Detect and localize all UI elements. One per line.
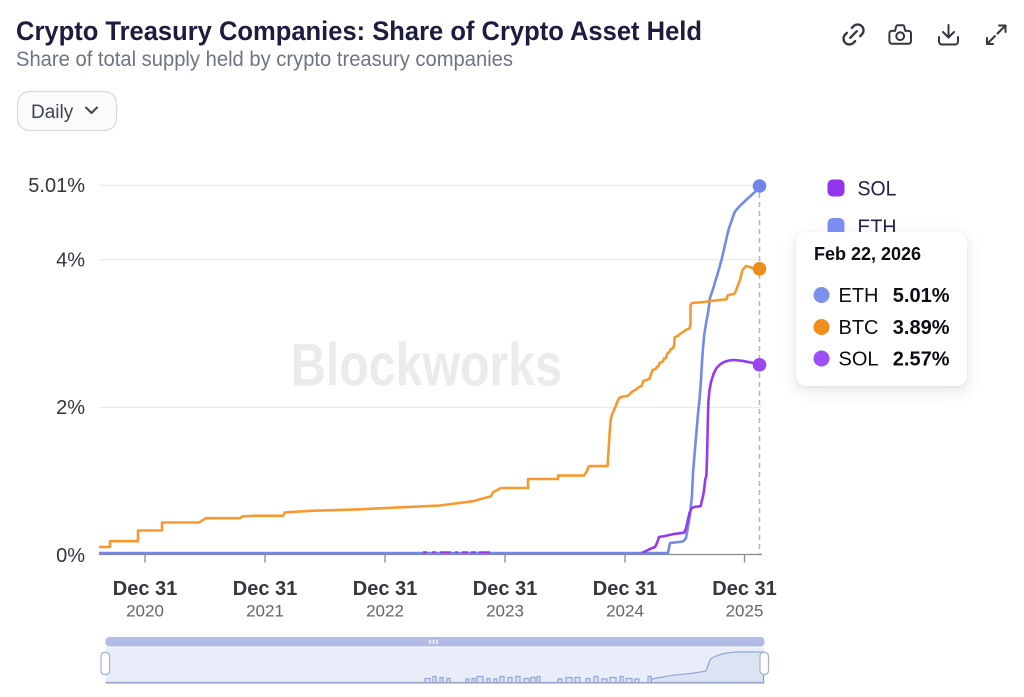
svg-text:Share of total supply held by: Share of total supply held by crypto tre… xyxy=(16,48,513,71)
svg-text:SOL: SOL xyxy=(858,178,897,201)
svg-text:2%: 2% xyxy=(56,397,85,419)
svg-text:2024: 2024 xyxy=(606,602,644,621)
svg-text:Dec 31: Dec 31 xyxy=(353,578,418,600)
svg-text:Daily: Daily xyxy=(31,102,74,123)
svg-text:2020: 2020 xyxy=(126,602,164,621)
svg-text:Crypto Treasury Companies: Sha: Crypto Treasury Companies: Share of Cryp… xyxy=(16,16,702,46)
svg-text:Dec 31: Dec 31 xyxy=(473,578,538,600)
svg-text:2022: 2022 xyxy=(366,602,404,621)
svg-text:Blockworks: Blockworks xyxy=(291,332,562,399)
svg-text:2025: 2025 xyxy=(726,602,764,621)
svg-text:Dec 31: Dec 31 xyxy=(233,578,298,600)
svg-text:Dec 31: Dec 31 xyxy=(113,578,178,600)
svg-text:0%: 0% xyxy=(56,545,85,567)
svg-text:5.01%: 5.01% xyxy=(28,175,85,197)
svg-text:4%: 4% xyxy=(56,250,85,272)
svg-text:2021: 2021 xyxy=(246,602,284,621)
svg-text:2023: 2023 xyxy=(486,602,524,621)
svg-text:Dec 31: Dec 31 xyxy=(712,578,777,600)
svg-text:Dec 31: Dec 31 xyxy=(593,578,658,600)
